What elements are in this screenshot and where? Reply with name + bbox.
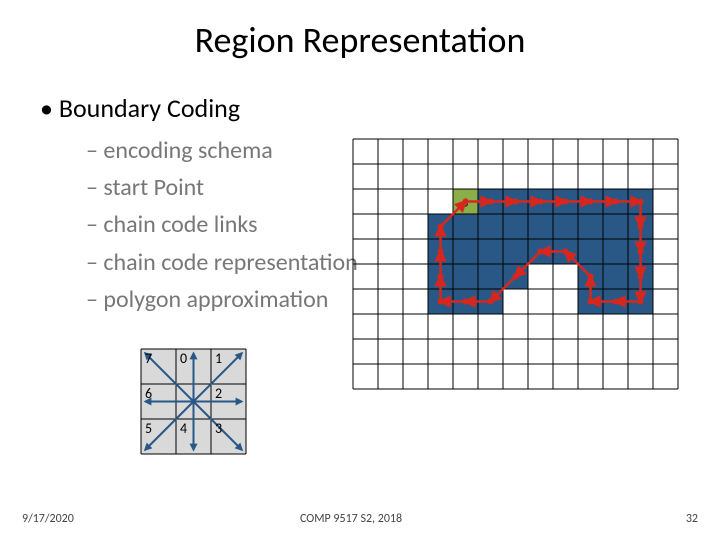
bullet-main: Boundary Coding xyxy=(40,92,240,124)
sub-item: encoding schema xyxy=(86,132,358,169)
sub-item-text: polygon approximation xyxy=(103,285,328,314)
svg-text:5: 5 xyxy=(145,420,152,437)
sub-item-text: start Point xyxy=(103,173,204,202)
direction-code-figure: 7 0 1 6 2 5 4 3 xyxy=(140,348,247,455)
sub-bullet-list: encoding schema start Point chain code l… xyxy=(86,132,358,318)
footer-course: COMP 9517 S2, 2018 xyxy=(300,512,402,526)
footer-date: 9/17/2020 xyxy=(22,512,74,526)
sub-item: chain code links xyxy=(86,206,358,243)
svg-text:7: 7 xyxy=(145,350,152,367)
sub-item: start Point xyxy=(86,169,358,206)
svg-text:6: 6 xyxy=(145,385,152,402)
sub-item-text: encoding schema xyxy=(103,136,272,165)
svg-text:1: 1 xyxy=(215,350,222,367)
svg-text:3: 3 xyxy=(215,420,222,437)
boundary-grid-figure: S xyxy=(352,138,679,390)
sub-item-text: chain code representation xyxy=(103,248,357,277)
svg-text:4: 4 xyxy=(180,420,187,437)
page-title: Region Representation xyxy=(0,0,720,62)
sub-item: chain code representation xyxy=(86,244,358,281)
footer-page: 32 xyxy=(686,512,698,526)
svg-text:0: 0 xyxy=(180,350,187,367)
sub-item: polygon approximation xyxy=(86,281,358,318)
svg-text:2: 2 xyxy=(215,385,222,402)
sub-item-text: chain code links xyxy=(103,210,257,239)
